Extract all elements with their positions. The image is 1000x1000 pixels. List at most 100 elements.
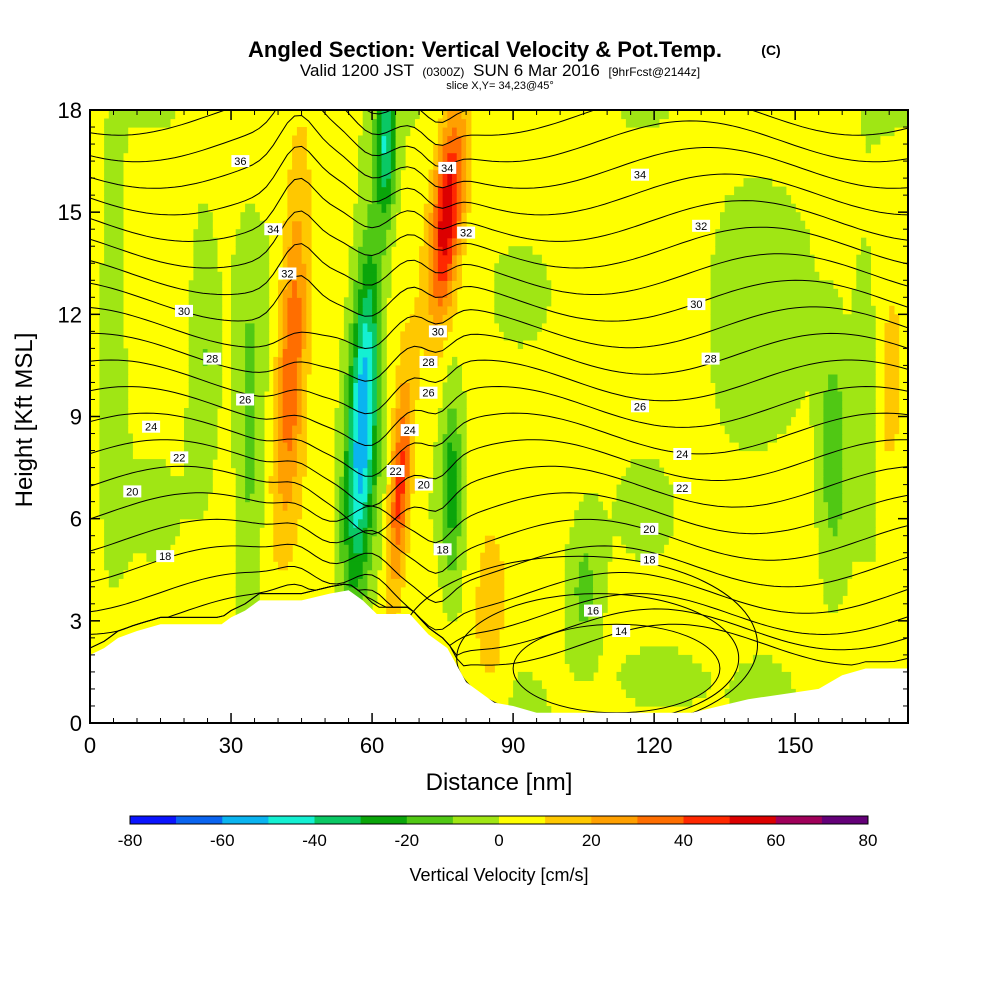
velocity-cell [301, 331, 307, 341]
velocity-cell [278, 442, 288, 452]
velocity-cell [367, 450, 373, 460]
velocity-cell [442, 212, 453, 222]
x-axis-label: Distance [nm] [426, 769, 573, 796]
velocity-cell [837, 527, 876, 537]
velocity-cell [372, 169, 378, 179]
velocity-cell [353, 510, 364, 520]
velocity-cell [372, 518, 378, 528]
velocity-cell [292, 442, 298, 452]
velocity-cell [423, 237, 430, 247]
velocity-cell [856, 254, 871, 264]
velocity-cell [574, 586, 594, 596]
velocity-cell [282, 356, 298, 366]
velocity-cell [442, 144, 462, 154]
velocity-cell [461, 527, 467, 537]
velocity-cell [400, 416, 406, 426]
colorbar-tick-label: 60 [766, 831, 785, 850]
velocity-cell [574, 510, 608, 520]
velocity-cell [334, 535, 340, 545]
velocity-cell [339, 339, 350, 349]
velocity-cell [381, 391, 387, 401]
velocity-cell [588, 612, 603, 622]
velocity-cell [188, 365, 223, 375]
velocity-cell [715, 229, 810, 239]
velocity-cell [814, 467, 824, 477]
velocity-cell [381, 305, 387, 315]
theta-label-text: 22 [389, 466, 401, 478]
velocity-cell [348, 288, 354, 298]
velocity-cell [400, 535, 406, 545]
velocity-cell [456, 271, 462, 281]
velocity-cell [395, 425, 401, 435]
theta-contour-line [90, 583, 908, 657]
velocity-cell [720, 212, 801, 222]
velocity-cell [409, 382, 420, 392]
velocity-cell [334, 425, 345, 435]
colorbar-tick-label: 0 [494, 831, 503, 850]
velocity-cell [334, 510, 340, 520]
velocity-cell [104, 195, 124, 205]
velocity-cell [409, 476, 415, 486]
velocity-cell [442, 459, 448, 469]
velocity-cell [376, 288, 383, 298]
velocity-cell [405, 535, 411, 545]
velocity-cell [339, 544, 350, 554]
velocity-cell [231, 305, 270, 315]
theta-label: 20 [123, 485, 142, 498]
velocity-cell [287, 246, 303, 256]
velocity-cell [461, 476, 467, 486]
velocity-cell [278, 305, 284, 315]
velocity-cell [367, 586, 378, 596]
velocity-cell [583, 552, 589, 562]
velocity-cell [287, 254, 303, 264]
velocity-cell [720, 220, 806, 230]
velocity-cell [99, 314, 124, 324]
velocity-cell [437, 237, 448, 247]
velocity-cell [296, 365, 303, 375]
velocity-cell [273, 535, 298, 545]
theta-label-text: 22 [676, 483, 688, 495]
velocity-cell [358, 331, 364, 341]
velocity-cell [301, 425, 307, 435]
velocity-cell [386, 595, 401, 605]
velocity-cell [362, 476, 368, 486]
velocity-cell [348, 467, 354, 477]
velocity-cell [456, 203, 462, 213]
velocity-cell [400, 510, 406, 520]
velocity-cell [245, 203, 256, 213]
velocity-cell [381, 373, 387, 383]
velocity-cell [372, 425, 378, 435]
velocity-cell [282, 433, 293, 443]
velocity-cell [254, 442, 265, 452]
velocity-cell [231, 459, 246, 469]
velocity-cell [428, 254, 434, 264]
velocity-cell [814, 442, 824, 452]
velocity-cell [273, 399, 279, 409]
velocity-cell [278, 331, 284, 341]
velocity-cell [353, 365, 359, 375]
velocity-cell [292, 433, 298, 443]
velocity-cell [452, 356, 458, 366]
colorbar-swatch [821, 816, 869, 824]
velocity-cell [433, 186, 439, 196]
velocity-cell [564, 544, 613, 554]
velocity-cell [273, 425, 279, 435]
velocity-cell [358, 169, 373, 179]
velocity-cell [447, 484, 458, 494]
velocity-cell [452, 271, 458, 281]
velocity-cell [104, 535, 176, 545]
velocity-cell [710, 348, 876, 358]
velocity-cell [231, 263, 270, 273]
velocity-cell [428, 195, 434, 205]
velocity-cell [442, 203, 453, 213]
velocity-cell [400, 450, 406, 460]
velocity-cell [456, 493, 462, 503]
velocity-cell [625, 688, 707, 698]
velocity-cell [334, 561, 345, 571]
velocity-cell [99, 459, 166, 469]
velocity-cell [381, 459, 387, 469]
velocity-cell [348, 518, 354, 528]
velocity-cell [405, 493, 411, 503]
velocity-cell [710, 297, 843, 307]
velocity-cell [828, 518, 839, 528]
